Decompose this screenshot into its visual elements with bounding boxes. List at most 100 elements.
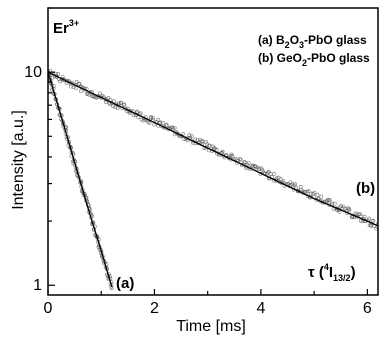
data-point <box>272 172 276 176</box>
data-point <box>358 218 363 223</box>
data-point <box>367 216 372 221</box>
data-point <box>60 74 65 79</box>
data-point <box>343 206 348 211</box>
data-point <box>200 139 205 143</box>
data-point <box>305 189 310 194</box>
data-point <box>90 94 95 98</box>
data-point <box>158 120 163 125</box>
data-point <box>76 81 81 86</box>
data-point <box>187 133 192 138</box>
x-tick-label: 6 <box>363 300 372 317</box>
data-point <box>278 177 283 182</box>
x-axis-label: Time [ms] <box>176 318 246 335</box>
data-point <box>78 89 83 94</box>
data-point <box>290 182 295 187</box>
data-point <box>246 161 251 165</box>
data-point <box>243 160 248 165</box>
data-point <box>121 102 126 107</box>
data-point <box>74 86 79 91</box>
data-point <box>260 169 265 174</box>
data-point <box>371 218 376 223</box>
data-point <box>135 109 140 114</box>
data-point <box>215 148 219 152</box>
data-point <box>332 201 337 206</box>
data-point <box>198 138 203 142</box>
data-point <box>48 73 51 78</box>
x-tick-label: 4 <box>256 300 265 317</box>
data-point <box>56 72 61 77</box>
data-point <box>164 123 169 128</box>
legend-entry-a: (a) B2O3-PbO glass <box>258 33 367 50</box>
data-point <box>276 175 281 180</box>
data-point <box>193 137 198 142</box>
data-point <box>266 169 271 174</box>
data-point <box>204 140 208 144</box>
data-point <box>106 96 111 100</box>
data-point <box>147 121 152 125</box>
data-point <box>116 101 121 106</box>
transition-label: τ (4I13/2) <box>308 262 356 283</box>
data-point <box>312 190 317 195</box>
legend: (a) B2O3-PbO glass (b) GeO2-PbO glass <box>258 33 370 68</box>
data-point <box>212 146 216 151</box>
data-point <box>303 190 308 194</box>
data-point <box>260 167 264 172</box>
data-point <box>74 79 79 84</box>
data-point <box>136 115 141 120</box>
data-point <box>87 92 91 97</box>
data-point <box>327 198 332 203</box>
data-point <box>253 164 258 169</box>
data-point <box>220 149 225 154</box>
data-point <box>259 166 263 171</box>
ion-charge: 3+ <box>69 18 79 28</box>
data-point <box>266 170 270 175</box>
data-point <box>347 208 352 213</box>
data-point <box>293 182 297 187</box>
data-point <box>200 140 205 145</box>
plot-frame <box>47 7 379 296</box>
legend-entry-b: (b) GeO2-PbO glass <box>258 51 370 68</box>
series-b-label: (b) <box>356 180 375 197</box>
y-tick-label: 10 <box>24 64 42 81</box>
data-point <box>337 209 342 214</box>
data-point <box>253 164 257 168</box>
x-tick-label: 2 <box>150 300 159 317</box>
data-point <box>281 179 286 184</box>
data-point <box>319 194 324 199</box>
data-point <box>274 176 279 181</box>
y-tick-label: 1 <box>33 277 42 294</box>
data-point <box>131 113 136 118</box>
data-point <box>350 215 355 220</box>
data-point <box>122 103 127 108</box>
data-point <box>111 104 115 109</box>
data-point <box>306 189 311 194</box>
data-point <box>98 91 102 96</box>
plot-area <box>48 68 378 291</box>
data-point <box>141 118 146 123</box>
data-point <box>315 192 320 197</box>
data-point <box>91 94 95 99</box>
data-point <box>293 185 298 190</box>
data-point <box>362 214 367 219</box>
ion-symbol: Er <box>53 20 69 37</box>
series-group <box>48 68 378 291</box>
data-point <box>341 204 346 209</box>
ion-label: Er3+ <box>53 18 79 37</box>
data-point <box>358 212 362 217</box>
data-point <box>104 100 108 104</box>
data-point <box>230 154 235 158</box>
y-axis-label: Intensity [a.u.] <box>10 110 27 210</box>
data-point <box>181 131 185 136</box>
data-point <box>238 157 243 162</box>
axes: 0 2 4 6 1 10 <box>24 7 379 317</box>
data-point <box>298 184 303 189</box>
x-tick-label: 0 <box>44 300 53 317</box>
data-point <box>189 134 194 139</box>
data-point <box>86 91 90 96</box>
data-point <box>376 221 378 226</box>
series-a-label: (a) <box>116 275 134 292</box>
fit-line-b <box>48 71 378 227</box>
data-point <box>288 180 293 185</box>
